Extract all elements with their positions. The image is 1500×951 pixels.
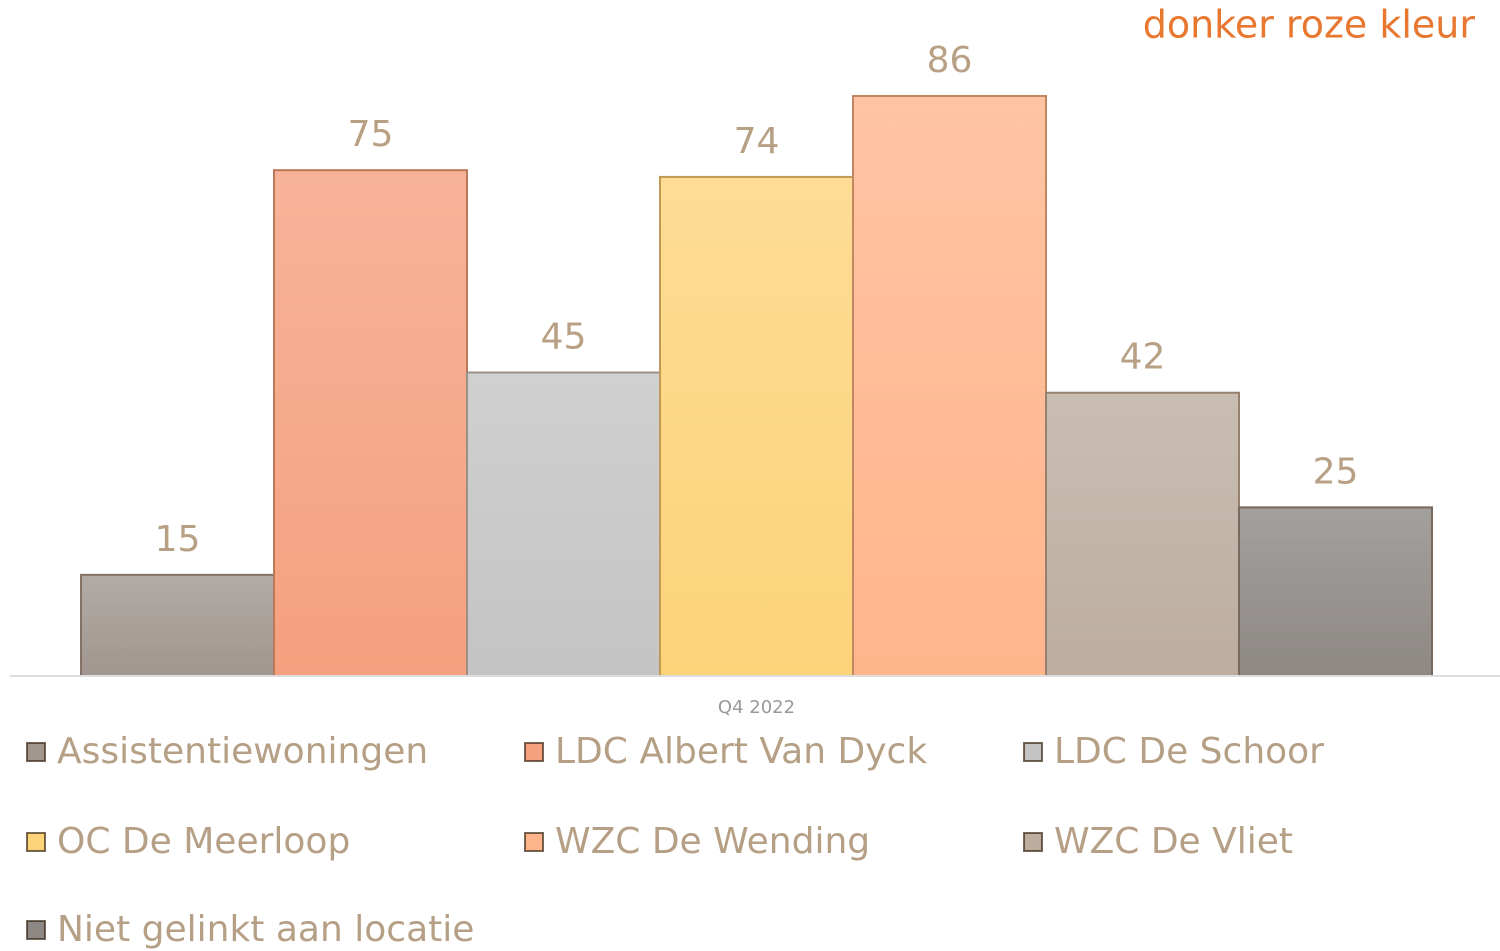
value-label: 75 [348, 114, 394, 155]
value-label: 86 [927, 40, 973, 81]
bar [1238, 506, 1433, 677]
legend-label: LDC Albert Van Dyck [555, 731, 927, 772]
annotation: donker roze kleur [1143, 3, 1476, 47]
legend-label: Assistentiewoningen [57, 731, 428, 772]
x-tick-label: Q4 2022 [718, 697, 795, 718]
legend-swatch [1023, 832, 1043, 852]
value-label: 15 [155, 519, 201, 560]
legend-swatch [26, 832, 46, 852]
legend-swatch [26, 920, 46, 940]
legend-label: OC De Meerloop [57, 821, 350, 862]
legend-label: LDC De Schoor [1054, 731, 1324, 772]
value-label: 45 [541, 317, 587, 358]
legend-swatch [26, 742, 46, 762]
bar [466, 371, 661, 677]
bar [1045, 391, 1240, 677]
bar [80, 573, 275, 678]
bar [659, 175, 854, 677]
value-label: 42 [1120, 337, 1166, 378]
value-label: 74 [734, 121, 780, 162]
legend-label: WZC De Wending [555, 821, 870, 862]
legend-swatch [524, 742, 544, 762]
bar [273, 169, 468, 678]
legend-swatch [524, 832, 544, 852]
legend-label: WZC De Vliet [1054, 821, 1293, 862]
legend-label: Niet gelinkt aan locatie [57, 909, 474, 950]
bar [852, 95, 1047, 677]
value-label: 25 [1313, 451, 1359, 492]
legend-swatch [1023, 742, 1043, 762]
